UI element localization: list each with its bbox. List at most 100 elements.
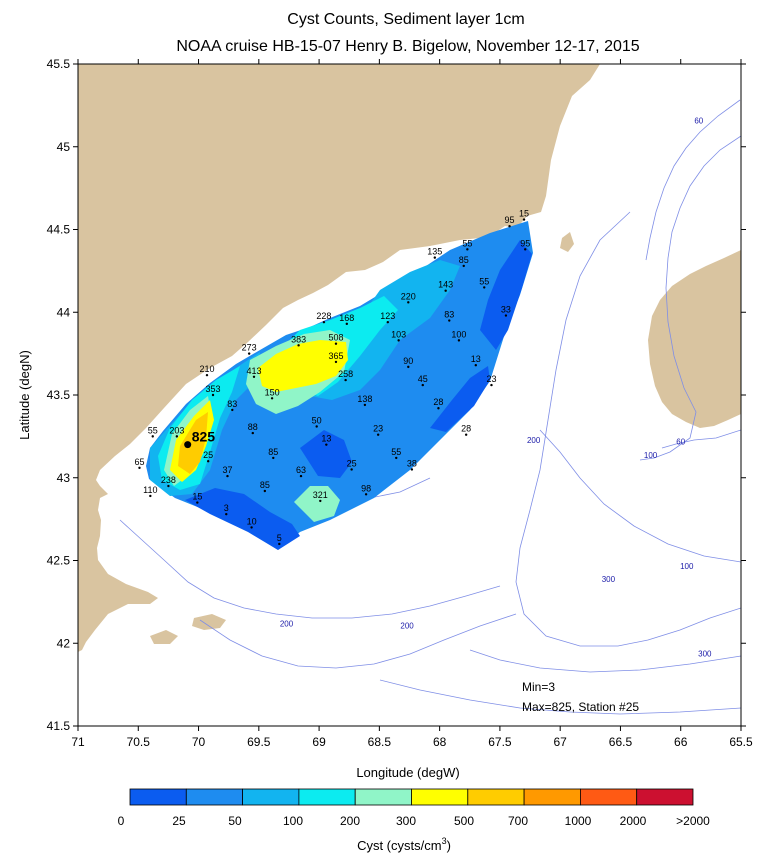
station-point [211, 393, 215, 397]
station-point [278, 542, 281, 546]
colorbar-tick-label: 300 [396, 814, 416, 828]
station-label: 413 [246, 366, 261, 376]
region-500-700 [178, 412, 208, 474]
colorbar-tick-label: 2000 [620, 814, 647, 828]
land-nantucket [192, 614, 226, 630]
station-label: 88 [248, 422, 258, 432]
station-point [395, 456, 398, 460]
max-station-marker [184, 441, 192, 449]
colorbar-tick-label: 25 [172, 814, 186, 828]
station-point [270, 397, 274, 400]
y-tick-label: 45 [57, 140, 71, 154]
station-label: 143 [438, 280, 453, 290]
y-tick-label: 41.5 [47, 719, 71, 733]
region-0-25-east [430, 366, 490, 432]
station-label: 38 [407, 458, 417, 468]
station-label: 210 [199, 364, 214, 374]
station-point [319, 499, 322, 503]
station-point [325, 443, 328, 446]
region-200-300-south [294, 486, 340, 522]
station-label: 220 [401, 291, 416, 301]
station-label: 23 [373, 424, 383, 434]
station-point [250, 526, 253, 529]
station-point [508, 224, 511, 228]
colorbar-swatch [185, 788, 244, 806]
station-label: 3 [224, 503, 229, 513]
colorbar-label-superscript: 3 [442, 836, 447, 846]
station-point [462, 264, 465, 268]
station-label: 138 [357, 394, 372, 404]
station-label: 110 [143, 485, 157, 495]
bathymetry-label: 200 [280, 620, 294, 629]
station-label: 5 [277, 533, 282, 543]
colorbar-tick-label: 200 [340, 814, 360, 828]
station-label: 383 [291, 334, 306, 344]
y-axis: 41.5 42 42.5 43 43.5 44 44.5 45 45.5 [47, 57, 746, 733]
colorbar-swatch [636, 788, 694, 806]
station-point [263, 489, 267, 493]
station-label: 83 [444, 310, 454, 320]
x-tick-label: 68.5 [368, 735, 392, 749]
station-label: 103 [391, 329, 406, 339]
station-point [252, 375, 256, 378]
station-point [437, 407, 440, 410]
station-point [407, 365, 410, 369]
station-point [386, 320, 390, 324]
station-point [175, 435, 179, 438]
station-label: 13 [471, 354, 481, 364]
bathymetry-label: 60 [694, 117, 703, 126]
station-point [363, 403, 367, 407]
station-label: 28 [461, 424, 471, 434]
max-annotation: Max=825, Station #25 [522, 700, 639, 714]
contour-200m-shelf [199, 613, 517, 669]
station-label: 135 [427, 247, 442, 257]
station-label: 95 [505, 215, 515, 225]
station-point [322, 320, 326, 324]
region-0-25-southwest [185, 488, 300, 550]
bathymetry-label: 100 [644, 451, 658, 460]
x-tick-label: 71 [71, 735, 85, 749]
colorbar-swatch [242, 788, 300, 806]
station-point [350, 468, 353, 471]
x-tick-label: 69 [312, 735, 326, 749]
x-axis-label: Longitude (degW) [356, 765, 459, 780]
bathymetry-label: 200 [527, 436, 541, 445]
colorbar-swatch [580, 788, 638, 806]
station-point [407, 301, 410, 304]
colorbar-tick-label: 50 [228, 814, 242, 828]
station-point [444, 289, 447, 292]
station-point [151, 435, 154, 438]
chart-title: Cyst Counts, Sediment layer 1cm [287, 11, 524, 28]
station-label: 55 [148, 425, 158, 435]
bathymetry-contours [119, 99, 741, 715]
station-label: 37 [222, 465, 232, 475]
land-masses [78, 64, 741, 652]
station-label: 85 [268, 447, 278, 457]
station-point [345, 322, 349, 326]
station-label: 508 [328, 333, 343, 343]
station-label: 65 [134, 457, 144, 467]
station-label: 238 [161, 475, 176, 485]
contour-200m [119, 519, 501, 619]
station-label: 50 [312, 415, 322, 425]
station-label: 85 [459, 255, 469, 265]
y-tick-label: 44 [57, 305, 71, 319]
station-point [206, 460, 210, 463]
station-point [196, 501, 199, 504]
max-station-label: 825 [192, 429, 216, 445]
x-tick-label: 70.5 [127, 735, 151, 749]
bathymetry-label: 300 [602, 575, 616, 584]
station-label: 23 [486, 374, 496, 384]
station-point [421, 383, 424, 387]
bathymetry-label: 300 [698, 649, 712, 658]
y-tick-label: 42.5 [47, 554, 71, 568]
colorbar-swatch [523, 788, 581, 806]
station-label: 13 [321, 434, 331, 444]
station-label: 55 [479, 276, 489, 286]
station-label: 353 [205, 384, 220, 394]
y-tick-label: 44.5 [47, 223, 71, 237]
station-label: 123 [380, 311, 395, 321]
station-point [231, 408, 234, 412]
